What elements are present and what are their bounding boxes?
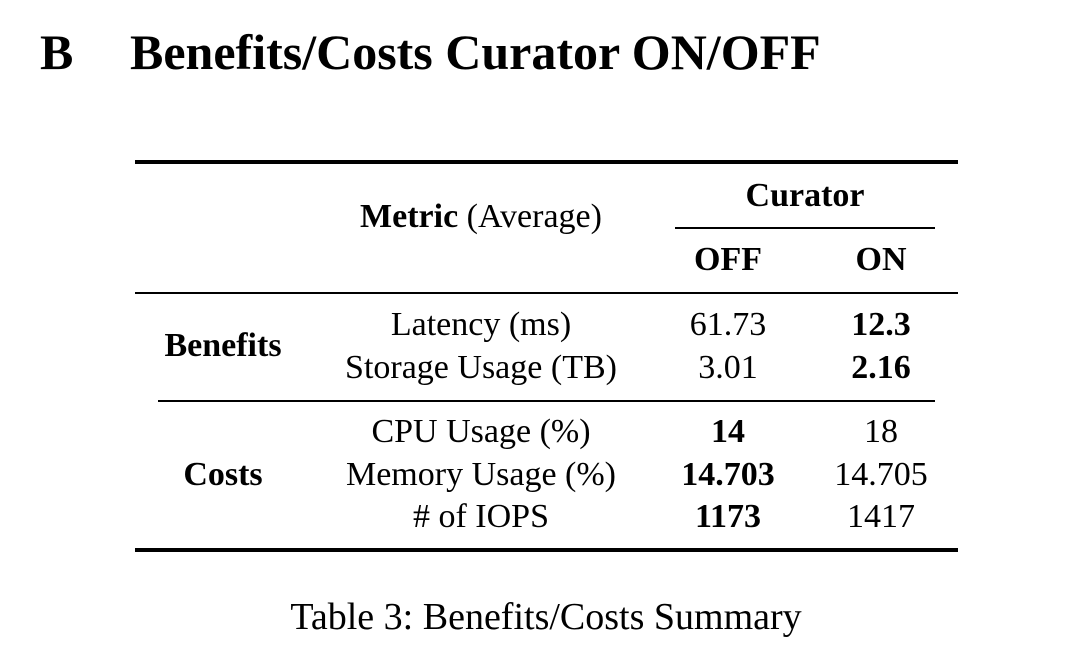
- on-column-header: ON: [855, 241, 907, 278]
- table-row-off-value: 61.73: [689, 306, 767, 343]
- curator-group-rule: [675, 227, 935, 229]
- section-heading: B Benefits/Costs Curator ON/OFF: [40, 22, 821, 82]
- metric-header-label: Metric: [360, 198, 459, 235]
- table-row-off-value: 1173: [694, 498, 762, 535]
- table-row-off-value: 3.01: [698, 349, 758, 386]
- table-row-on-value: 14.705: [834, 456, 928, 493]
- metric-column-header: Metric (Average): [360, 197, 602, 237]
- table-row-on-value: 1417: [847, 498, 915, 535]
- group-label-costs: Costs: [183, 456, 263, 493]
- table-row-off-value: 14.703: [681, 456, 775, 493]
- table-top-rule: [135, 160, 958, 164]
- off-column-header: OFF: [694, 241, 762, 278]
- table-row-metric: CPU Usage (%): [371, 413, 591, 450]
- table-bottom-rule: [135, 548, 958, 552]
- curator-group-header: Curator: [745, 177, 865, 214]
- metric-header-qualifier: (Average): [466, 198, 602, 235]
- table-caption: Table 3: Benefits/Costs Summary: [290, 596, 802, 638]
- group-separator-rule: [158, 400, 935, 402]
- header-bottom-rule: [135, 292, 958, 294]
- section-number: B: [40, 24, 74, 80]
- table-row-metric: Latency (ms): [390, 306, 572, 343]
- table-row-on-value: 2.16: [851, 349, 911, 386]
- section-title: Benefits/Costs Curator ON/OFF: [130, 24, 821, 80]
- table-row-off-value: 14: [711, 413, 745, 450]
- table-row-on-value: 12.3: [851, 306, 911, 343]
- table-row-on-value: 18: [864, 413, 898, 450]
- group-label-benefits: Benefits: [164, 327, 282, 364]
- table-row-metric: Memory Usage (%): [345, 456, 617, 493]
- table-row-metric: Storage Usage (TB): [345, 349, 617, 386]
- table-row-metric: # of IOPS: [412, 498, 550, 535]
